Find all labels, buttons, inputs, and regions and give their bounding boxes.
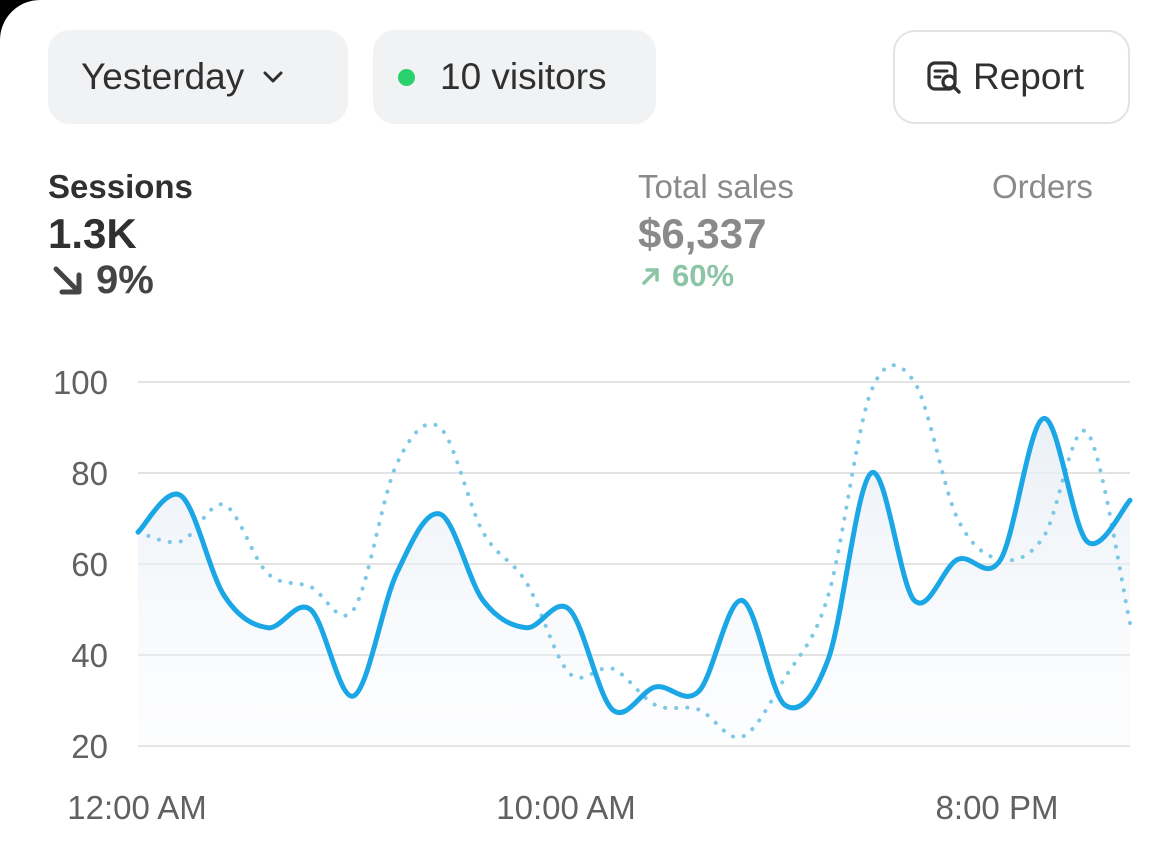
total-sales-value: $6,337 [638,210,767,257]
period-label: Yesterday [81,56,245,97]
y-tick-label: 20 [71,728,108,765]
sessions-metric[interactable]: Sessions 1.3K 9% [48,168,193,303]
y-tick-label: 60 [71,546,108,583]
arrow-up-right-icon [642,268,659,285]
sessions-change: 9% [48,258,193,303]
orders-label: Orders [992,168,1093,205]
total-sales-metric[interactable]: Total sales $6,337 60% [638,168,794,294]
total-sales-label: Total sales [638,168,794,205]
arrow-down-right-icon [53,266,82,294]
live-visitors-badge[interactable]: 10 visitors [373,30,656,124]
report-button[interactable]: Report [893,30,1130,124]
sessions-value: 1.3K [48,210,137,257]
x-tick-label: 12:00 AM [67,789,206,826]
total-sales-change-value: 60% [672,258,735,293]
x-tick-label: 8:00 PM [936,789,1059,826]
chevron-down-icon [263,71,283,83]
report-search-icon [927,61,961,94]
live-status-dot [398,68,415,86]
primary-series-line [135,415,1133,715]
total-sales-change: 60% [638,258,794,294]
sessions-label: Sessions [48,168,193,205]
comparison-series-line [136,363,1132,740]
y-tick-label: 100 [53,364,108,401]
primary-series-area [138,418,1130,746]
y-tick-label: 40 [71,637,108,674]
y-tick-label: 80 [71,455,108,492]
report-label: Report [973,56,1085,97]
sessions-change-value: 9% [96,258,154,302]
period-selector[interactable]: Yesterday [48,30,348,124]
sessions-line-chart: 100 80 60 40 20 12:00 AM 10:00 AM 8:00 PM [53,363,1133,826]
visitors-label: 10 visitors [440,56,607,97]
orders-metric[interactable]: Orders [992,168,1093,206]
x-tick-label: 10:00 AM [496,789,635,826]
